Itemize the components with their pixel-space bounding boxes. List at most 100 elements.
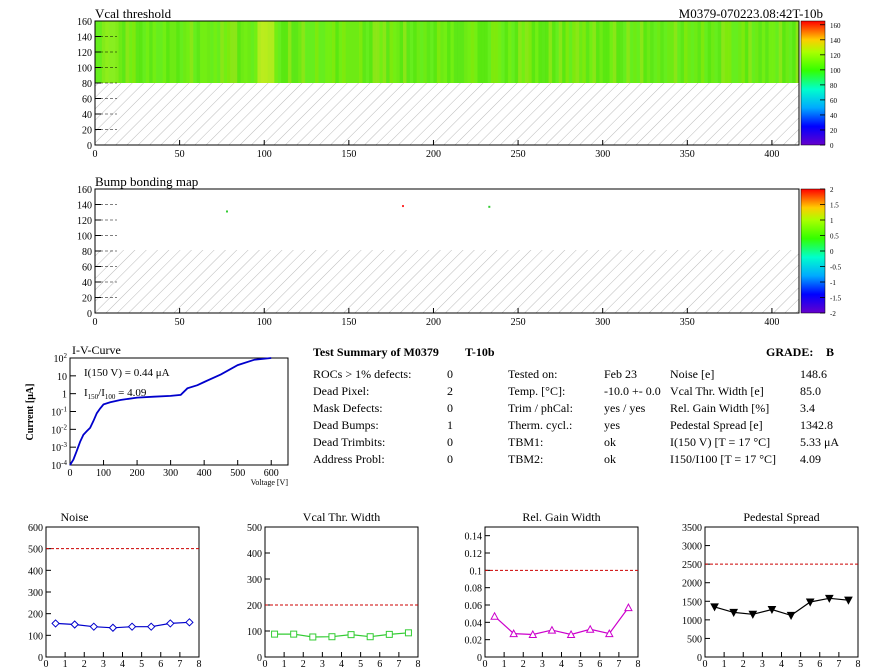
summary-right-value: 1342.8 xyxy=(800,418,833,432)
vcal-column-stripe xyxy=(612,21,617,83)
vcal-width-xtick-label: 4 xyxy=(339,659,344,670)
vcal-column-stripe xyxy=(602,21,607,83)
vcal-column-stripe xyxy=(467,21,472,83)
vcal-column-stripe xyxy=(758,21,763,83)
bump-ytick-label: 20 xyxy=(82,294,92,305)
vcal-column-stripe xyxy=(514,21,519,83)
summary-left-label: Mask Defects: xyxy=(313,401,383,415)
noise-ytick-label: 0 xyxy=(38,653,43,664)
bump-xtick-label: 300 xyxy=(595,317,610,328)
vcal-column-stripe xyxy=(304,21,309,83)
vcal-column-stripe xyxy=(230,21,235,83)
vcal-column-stripe xyxy=(609,21,614,83)
bump-xtick-label: 50 xyxy=(175,317,185,328)
bump-cbar-label: 1 xyxy=(830,217,834,225)
vcal-xtick-label: 300 xyxy=(595,149,610,160)
gain-width-ytick-label: 0 xyxy=(477,653,482,664)
vcal-column-stripe xyxy=(582,21,587,83)
bump-ytick-label: 80 xyxy=(82,247,92,258)
summary-left-value: 2 xyxy=(447,384,453,398)
summary-mid-value: -10.0 +- 0.0 xyxy=(604,384,661,398)
vcal-width-xtick-label: 1 xyxy=(282,659,287,670)
noise-point xyxy=(127,622,137,631)
gain-width-ytick-label: 0.14 xyxy=(465,532,483,543)
gain-width-xtick-label: 4 xyxy=(559,659,564,670)
vcal-column-stripe xyxy=(162,21,167,83)
vcal-column-stripe xyxy=(463,21,468,83)
vcal-threshold-map: Vcal threshold M0379-070223.08:42T-10b 0… xyxy=(77,6,841,160)
vcal-column-stripe xyxy=(751,21,756,83)
bump-map-title: Bump bonding map xyxy=(95,174,198,189)
vcal-width-point xyxy=(290,630,298,638)
vcal-column-stripe xyxy=(399,21,404,83)
vcal-column-stripe xyxy=(636,21,641,83)
vcal-column-stripe xyxy=(501,21,506,83)
noise-xtick-label: 8 xyxy=(197,659,202,670)
summary-right-value: 148.6 xyxy=(800,367,827,381)
vcal-column-stripe xyxy=(311,21,316,83)
vcal-column-stripe xyxy=(348,21,353,83)
bump-cbar-label: -1.5 xyxy=(830,295,842,303)
vcal-column-stripe xyxy=(623,21,627,83)
gain-width-point xyxy=(585,624,595,633)
vcal-column-stripe xyxy=(342,21,346,83)
vcal-column-stripe xyxy=(545,21,550,83)
bump-dead-point xyxy=(488,205,491,208)
vcal-column-stripe xyxy=(663,21,668,83)
summary-left-label: Dead Trimbits: xyxy=(313,435,385,449)
pedestal-spread-xtick-label: 3 xyxy=(760,659,765,670)
bump-cbar-label: -1 xyxy=(830,279,836,287)
pedestal-spread-ytick-label: 2500 xyxy=(682,560,702,571)
bump-xtick-label: 350 xyxy=(680,317,695,328)
vcal-column-stripe xyxy=(521,21,526,83)
pedestal-spread-point xyxy=(748,610,758,619)
vcal-column-stripe xyxy=(338,21,343,83)
gain-width-title: Rel. Gain Width xyxy=(522,510,600,524)
summary-right-label: Vcal Thr. Width [e] xyxy=(670,384,764,398)
vcal-ytick-label: 100 xyxy=(77,64,92,75)
vcal-column-stripe xyxy=(741,21,746,83)
vcal-ytick-label: 80 xyxy=(82,79,92,90)
vcal-width-plot: Vcal Thr. Width 0 1 2 3 4 5 6 7 8 0 100 200 300 400 500 xyxy=(247,510,421,670)
vcal-column-stripe xyxy=(172,21,177,83)
summary-mid-label: Therm. cycl.: xyxy=(508,418,572,432)
vcal-cbar-label: 160 xyxy=(830,22,841,30)
pedestal-spread-point xyxy=(805,598,815,607)
vcal-column-stripe xyxy=(579,21,583,83)
vcal-column-stripe xyxy=(765,21,770,83)
bump-xtick-label: 0 xyxy=(93,317,98,328)
vcal-column-stripe xyxy=(717,21,722,83)
vcal-cbar-label: 40 xyxy=(830,112,838,120)
gain-width-point xyxy=(547,625,557,634)
vcal-width-point xyxy=(347,631,355,639)
vcal-column-stripe xyxy=(575,21,580,83)
vcal-column-stripe xyxy=(524,21,529,83)
bump-xtick-label: 150 xyxy=(341,317,356,328)
vcal-width-xtick-label: 2 xyxy=(301,659,306,670)
gain-width-ytick-label: 0.12 xyxy=(465,549,483,560)
vcal-column-stripe xyxy=(606,21,610,83)
vcal-column-stripe xyxy=(474,21,478,83)
summary-right-value: 85.0 xyxy=(800,384,821,398)
vcal-xtick-label: 150 xyxy=(341,149,356,160)
vcal-column-stripe xyxy=(748,21,753,83)
bump-dead-point xyxy=(226,210,228,213)
vcal-column-stripe xyxy=(216,21,221,83)
pedestal-spread-point xyxy=(844,596,853,605)
vcal-column-stripe xyxy=(149,21,154,83)
pedestal-spread-xtick-label: 6 xyxy=(817,659,822,670)
noise-xtick-label: 1 xyxy=(63,659,68,670)
vcal-column-stripe xyxy=(379,21,384,83)
vcal-column-stripe xyxy=(291,21,296,83)
vcal-width-ytick-label: 500 xyxy=(247,523,262,534)
summary-title: Test Summary of M0379 xyxy=(313,345,439,359)
vcal-column-stripe xyxy=(403,21,407,83)
summary-left-label: Dead Pixel: xyxy=(313,384,369,398)
iv-title: I-V-Curve xyxy=(72,343,121,357)
bump-cbar-label: 2 xyxy=(830,186,834,194)
vcal-column-stripe xyxy=(494,21,499,83)
gain-width-xtick-label: 6 xyxy=(597,659,602,670)
vcal-column-stripe xyxy=(683,21,688,83)
vcal-column-stripe xyxy=(538,21,543,83)
pedestal-spread-xtick-label: 2 xyxy=(741,659,746,670)
